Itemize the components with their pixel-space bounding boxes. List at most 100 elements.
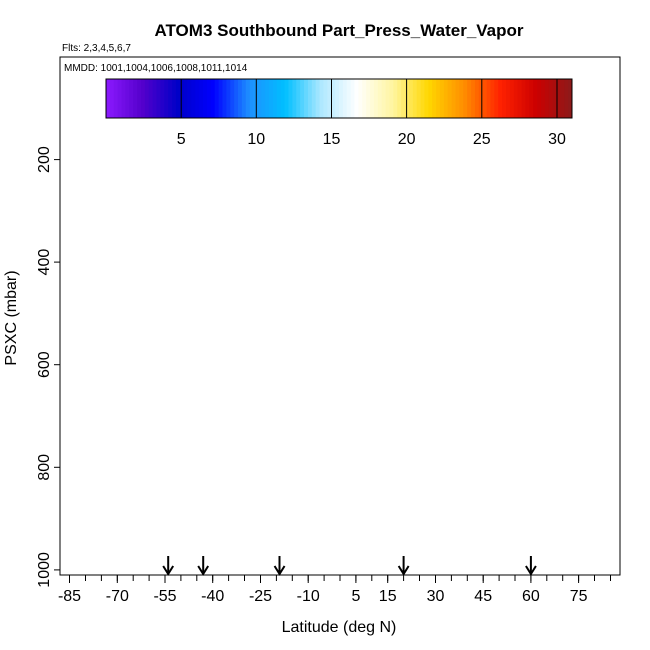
chart-title: ATOM3 Southbound Part_Press_Water_Vapor (154, 21, 523, 40)
x-axis-tick-label: -25 (249, 588, 272, 605)
profile-line (510, 204, 513, 560)
profile-line (359, 187, 362, 560)
profile-line (447, 187, 450, 560)
colorbar-segment (556, 79, 561, 118)
colorbar-segment (373, 79, 379, 118)
colorbar-segment (412, 79, 418, 118)
profile-line (380, 189, 383, 560)
colorbar-segment (109, 79, 115, 118)
profile-line (387, 177, 393, 560)
profile-line (154, 236, 160, 560)
colorbar-segment (272, 79, 278, 118)
colorbar-segment (179, 79, 185, 118)
x-axis-tick-label: 45 (474, 588, 492, 605)
colorbar-segment (234, 79, 239, 118)
colorbar-segment (191, 79, 196, 118)
colorbar-segment (210, 79, 216, 118)
colorbar-segment (276, 79, 282, 118)
profile-line (409, 183, 412, 560)
profile-lines-layer (136, 174, 560, 560)
colorbar-segment (463, 79, 468, 118)
x-axis-tick-label: 15 (379, 588, 397, 605)
colorbar-segment (175, 79, 181, 118)
colorbar-segment (451, 79, 456, 118)
profile-line (357, 174, 362, 560)
colorbar-segment (339, 79, 344, 118)
colorbar-segment (238, 79, 243, 118)
y-axis-tick-label: 200 (36, 146, 53, 173)
x-axis-tick-label: 75 (570, 588, 588, 605)
profile-line (502, 208, 507, 560)
profile-line (277, 206, 281, 560)
colorbar-segment (405, 79, 410, 118)
colorbar-segment (156, 79, 161, 118)
x-axis-tick-label: 30 (427, 588, 445, 605)
colorbar-segment (335, 79, 340, 118)
x-axis: -85 -70 -55 -40 -25 -10 5 15 30 45 60 75 (58, 575, 611, 605)
colorbar-segment (436, 79, 441, 118)
colorbar-segment (521, 79, 526, 118)
profile-line (249, 202, 253, 560)
profile-line (550, 211, 554, 540)
colorbar-segment (125, 79, 130, 118)
colorbar-segment (327, 79, 332, 118)
colorbar-segment (502, 79, 507, 118)
y-axis-tick-label: 800 (36, 454, 53, 481)
profile-line (390, 188, 395, 560)
profile-line (140, 279, 143, 540)
profile-line (205, 234, 209, 560)
profile-line (317, 175, 321, 560)
profile-line (350, 177, 355, 560)
colorbar-segment (284, 79, 289, 118)
colorbar-segment (168, 79, 173, 118)
colorbar-segment (443, 79, 449, 118)
x-axis-tick-label: -40 (201, 588, 224, 605)
colorbar-segment (537, 79, 542, 118)
colorbar-tick-label: 10 (247, 131, 265, 148)
profile-line (238, 207, 242, 560)
colorbar-segment (342, 79, 348, 118)
profile-line (284, 215, 288, 560)
colorbar-segment (129, 79, 134, 118)
profile-line (331, 175, 336, 560)
colorbar-segment (164, 79, 169, 118)
y-axis-label: PSXC (mbar) (3, 270, 20, 365)
colorbar-segment (529, 79, 534, 118)
profile-line (280, 211, 283, 560)
profile-line (136, 286, 141, 540)
colorbar-segment (505, 79, 511, 118)
colorbar-segment (230, 79, 235, 118)
profile-line (137, 285, 140, 540)
dates-note: MMDD: 1001,1004,1006,1008,1011,1014 (64, 63, 248, 74)
colorbar-segment (288, 79, 293, 118)
colorbar-segment (292, 79, 297, 118)
colorbar-segment (226, 79, 231, 118)
profile-line (423, 185, 428, 560)
colorbar-segment (552, 79, 557, 118)
profile-line (474, 186, 479, 560)
profile-line (343, 180, 349, 560)
colorbar-segment (350, 79, 355, 118)
colorbar-segment (311, 79, 317, 118)
colorbar-segment (222, 79, 227, 118)
profile-line (469, 182, 472, 560)
colorbar-segment (218, 79, 223, 118)
colorbar-segment (106, 79, 111, 118)
colorbar-segment (152, 79, 157, 118)
colorbar-segment (459, 79, 464, 118)
colorbar-segment (568, 79, 573, 118)
profile-line (235, 210, 238, 560)
profile-line (153, 231, 157, 560)
colorbar-frame (105, 78, 573, 119)
colorbar-segment (393, 79, 398, 118)
profile-line (479, 177, 482, 560)
colorbar-segment (482, 79, 487, 118)
profile-line (535, 205, 538, 560)
colorbar-segment (354, 79, 359, 118)
x-axis-label: Latitude (deg N) (282, 619, 397, 636)
profile-line (323, 183, 329, 560)
colorbar-segment (498, 79, 503, 118)
profile-arrow-head (273, 565, 286, 576)
profile-line (270, 209, 273, 560)
